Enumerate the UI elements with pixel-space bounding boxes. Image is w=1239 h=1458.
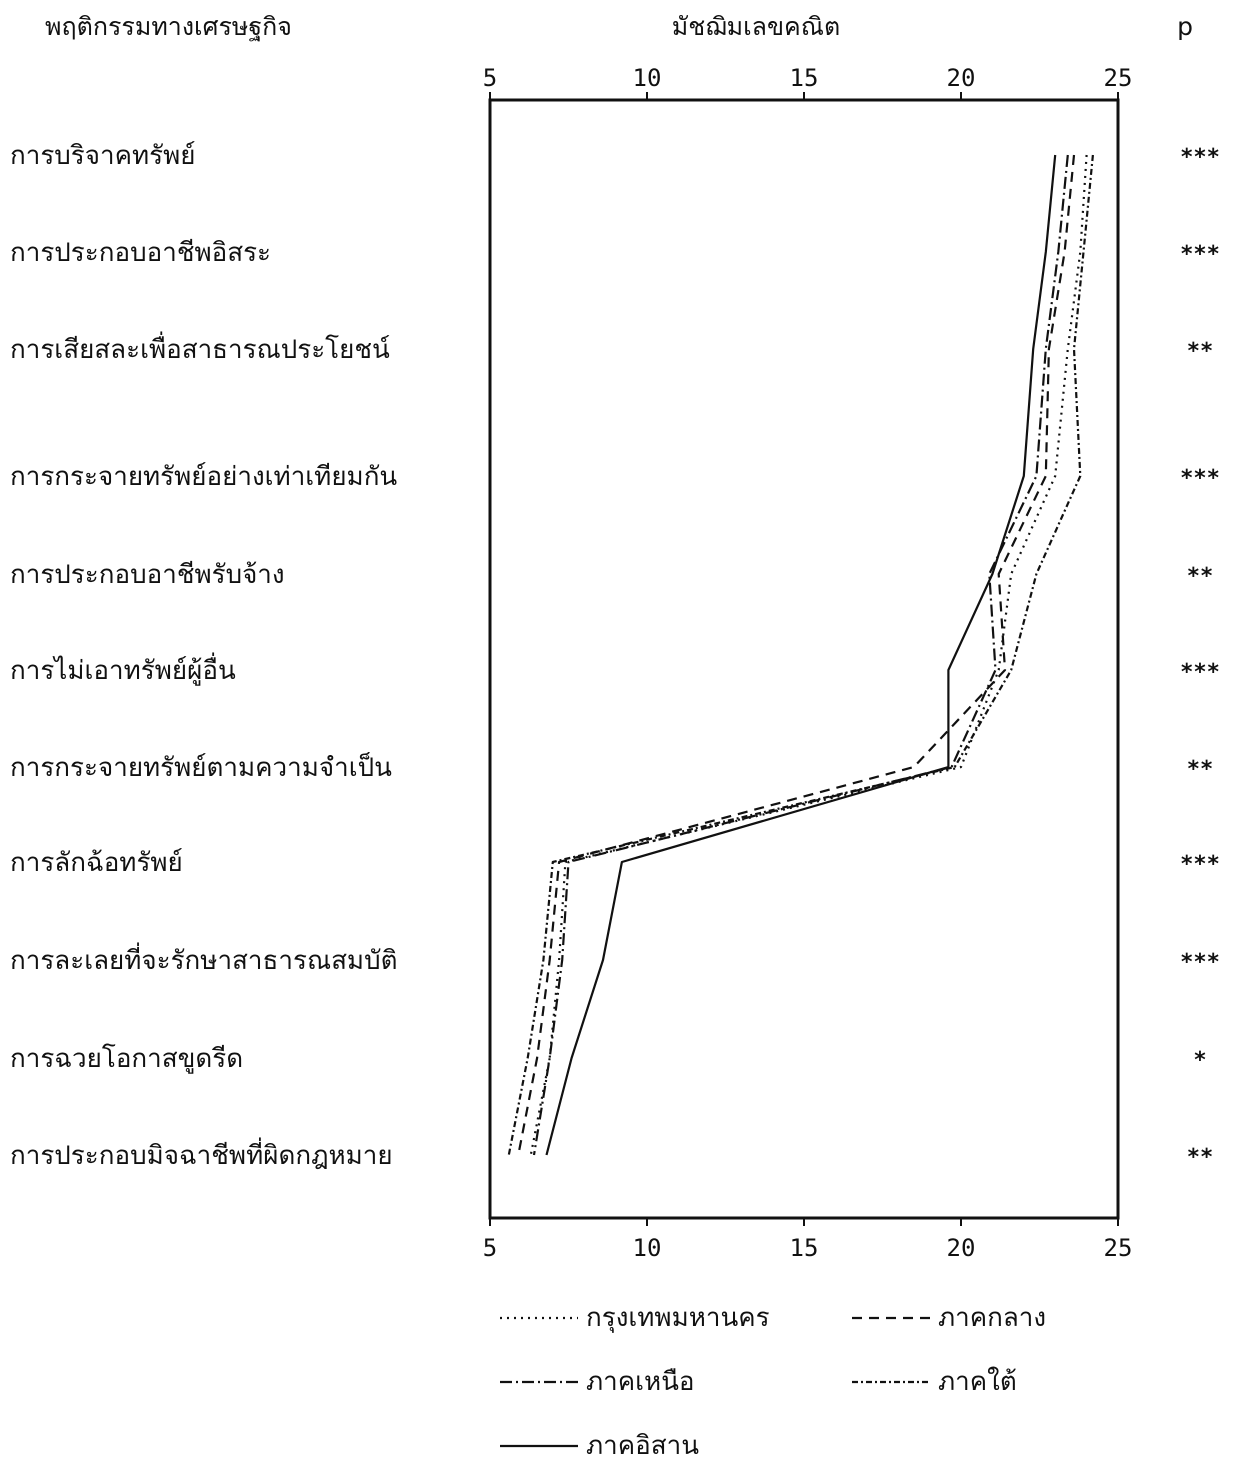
tick-label-bottom: 20 [947, 1234, 976, 1262]
tick-label-top: 20 [947, 64, 976, 92]
series-line-1 [517, 154, 1076, 1156]
series-line-3 [507, 154, 1094, 1156]
mean-header: มัชฌิมเลขคณิต [672, 12, 840, 41]
category-labels: การบริจาคทรัพย์การประกอบอาชีพอิสระการเสี… [10, 141, 397, 1171]
top-axis-ticks: 5 10 15 20 25 [483, 64, 1133, 100]
tick-label-top: 25 [1104, 64, 1133, 92]
category-label: การกระจายทรัพย์อย่างเท่าเทียมกัน [10, 462, 397, 492]
category-label: การกระจายทรัพย์ตามความจำเป็น [10, 751, 392, 783]
significance-marker: ** [1187, 564, 1214, 589]
legend-label: กรุงเทพมหานคร [586, 1303, 770, 1333]
category-label: การประกอบมิจฉาชีพที่ผิดกฎหมาย [10, 1137, 393, 1171]
category-label: การลักฉ้อทรัพย์ [10, 848, 183, 878]
tick-label-bottom: 5 [483, 1234, 497, 1262]
series-lines [507, 154, 1094, 1156]
significance-marker: ** [1187, 757, 1214, 782]
series-line-2 [532, 154, 1069, 1156]
significance-marker: ** [1187, 339, 1214, 364]
significance-marker: * [1193, 1048, 1206, 1073]
significance-marker: *** [1180, 145, 1220, 170]
bottom-axis-ticks: 5 10 15 20 25 [483, 1218, 1133, 1262]
legend-label: ภาคอิสาน [586, 1431, 699, 1458]
tick-label-bottom: 25 [1104, 1234, 1133, 1262]
legend-label: ภาคเหนือ [586, 1367, 695, 1397]
tick-label-top: 5 [483, 64, 497, 92]
legend-label: ภาคกลาง [938, 1303, 1046, 1333]
category-label: การประกอบอาชีพรับจ้าง [10, 560, 285, 590]
tick-label-top: 10 [633, 64, 662, 92]
significance-marker: *** [1180, 242, 1220, 267]
significance-marker: ** [1187, 1145, 1214, 1170]
category-label: การฉวยโอกาสขูดรีด [10, 1043, 243, 1074]
significance-marker: *** [1180, 950, 1220, 975]
behavior-header: พฤติกรรมทางเศรษฐกิจ [45, 12, 292, 41]
plot-frame [488, 98, 1120, 1220]
significance-marker: *** [1180, 852, 1220, 877]
series-line-0 [529, 154, 1088, 1156]
significance-marker: *** [1180, 660, 1220, 685]
tick-label-bottom: 15 [790, 1234, 819, 1262]
tick-label-top: 15 [790, 64, 819, 92]
legend-label: ภาคใต้ [938, 1367, 1017, 1397]
category-label: การละเลยที่จะรักษาสาธารณสมบัติ [10, 942, 397, 976]
significance-marker: *** [1180, 466, 1220, 491]
category-label: การประกอบอาชีพอิสระ [10, 238, 271, 268]
category-label: การไม่เอาทรัพย์ผู้อื่น [10, 652, 236, 686]
tick-label-bottom: 10 [633, 1234, 662, 1262]
p-header: p [1177, 12, 1193, 41]
category-label: การบริจาคทรัพย์ [10, 141, 195, 171]
series-line-4 [545, 154, 1057, 1156]
significance-labels: *************************** [1180, 145, 1220, 1170]
category-label: การเสียสละเพื่อสาธารณประโยชน์ [10, 331, 390, 365]
